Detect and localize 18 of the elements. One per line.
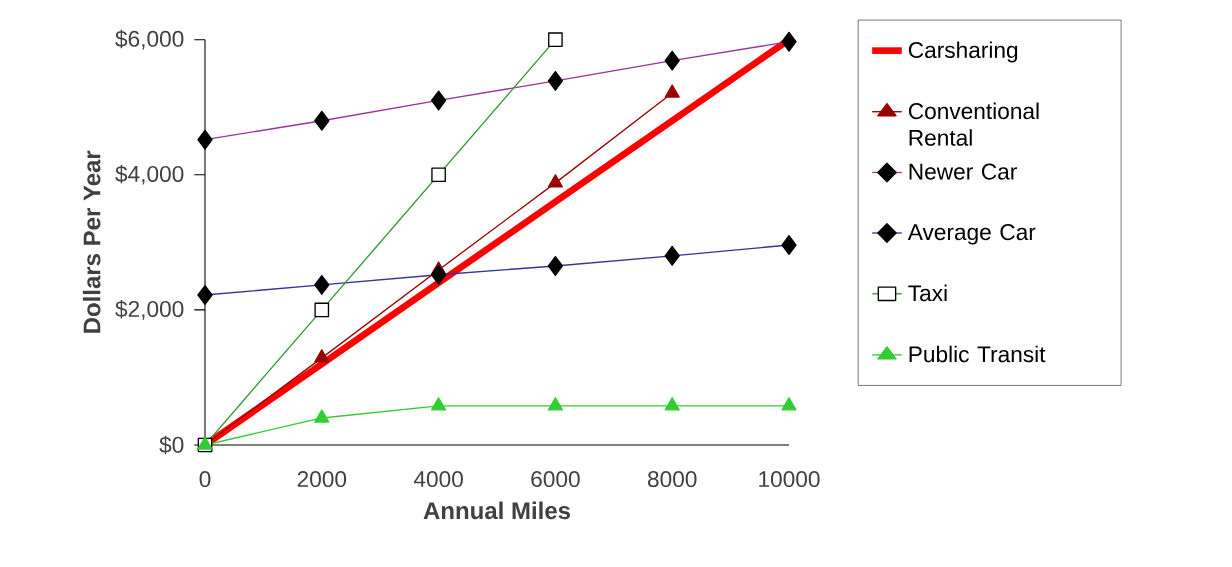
x-tick-label: 8000	[647, 471, 697, 488]
x-tick-label: 6000	[531, 471, 580, 488]
legend-label: Average Car	[907, 224, 1036, 245]
x-tick-label: 2000	[297, 471, 347, 488]
legend-label: Taxi	[908, 284, 947, 302]
legend-label: Newer Car	[909, 163, 1017, 180]
y-axis-title: Dollars Per Year	[82, 150, 101, 333]
legend-label: Conventional Rental	[908, 102, 1039, 146]
y-tick-label: $2,000	[115, 300, 184, 320]
x-tick-label: 0	[199, 471, 211, 488]
y-tick-label: $0	[159, 435, 184, 455]
legend-label: Carsharing	[908, 41, 1018, 63]
x-tick-label: 10000	[759, 471, 820, 488]
x-tick-label: 4000	[413, 471, 463, 488]
legend-label: Public Transit	[909, 345, 1046, 363]
y-tick-label: $6,000	[115, 29, 184, 50]
y-tick-label: $4,000	[115, 164, 184, 185]
x-axis-title: Annual Miles	[423, 501, 571, 520]
